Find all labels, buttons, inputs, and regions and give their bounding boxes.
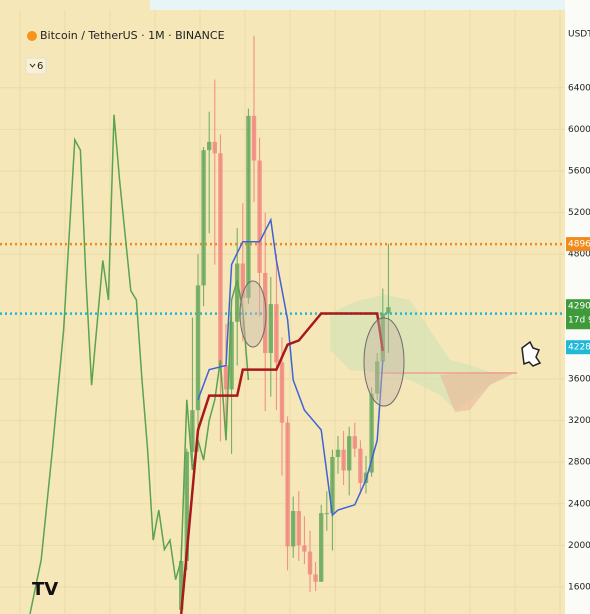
candle-body [291, 511, 296, 547]
candle-body [358, 448, 363, 483]
y-tick-label: 32000 [568, 416, 590, 426]
candle-body [190, 410, 195, 452]
candle-body [279, 362, 285, 423]
currency-label: USDT [568, 30, 590, 40]
candle-body [341, 449, 346, 471]
candle-body [184, 451, 189, 561]
y-tick-label: 20000 [568, 541, 590, 551]
cursor-icon [521, 340, 542, 367]
candle-body [246, 115, 251, 298]
candle-body [313, 574, 318, 582]
candle-body [251, 115, 257, 161]
candle-body [324, 513, 329, 515]
candle-body [263, 272, 268, 353]
y-tick-label: 60000 [568, 125, 590, 135]
price-tag [566, 237, 590, 252]
candle-body [285, 422, 290, 547]
candle-body [235, 263, 240, 322]
candle-body [302, 545, 307, 552]
candle-body [195, 285, 201, 411]
candle-body [268, 304, 273, 353]
annotation-circle [363, 317, 405, 407]
price-tag-label: 42283 [568, 343, 590, 353]
chevron [29, 63, 36, 68]
price-tag [566, 340, 590, 355]
candle-body [347, 436, 352, 471]
candle-body [307, 551, 313, 575]
ichimoku-cloud-bear [440, 372, 517, 412]
indicator-line [197, 217, 384, 517]
candle-body [319, 513, 324, 582]
candle-body [201, 150, 206, 286]
indicator-count: 6 [37, 61, 43, 72]
candle-body [330, 456, 335, 514]
candle-body [352, 436, 357, 449]
candle-body [375, 361, 380, 394]
y-tick-label: 56000 [568, 166, 590, 176]
candle-body [218, 153, 223, 366]
y-tick-label: 28000 [568, 458, 590, 468]
candle-body [179, 560, 184, 610]
y-tick-label: 52000 [568, 208, 590, 218]
candle-body [386, 307, 391, 314]
candle-body [212, 141, 217, 154]
symbol-icon [27, 31, 37, 41]
y-tick-label: 36000 [568, 374, 590, 384]
candle-body [274, 304, 279, 363]
countdown-label: 17d 9 [568, 316, 590, 326]
y-tick-label: 48000 [568, 250, 590, 260]
chart-title: Bitcoin / TetherUS · 1M · BINANCE [40, 29, 225, 42]
candle-body [240, 263, 245, 298]
last-price-tag [566, 299, 590, 330]
last-price-label: 42900 [568, 302, 590, 312]
y-tick-label: 24000 [568, 499, 590, 509]
candle-body [207, 141, 212, 151]
candle-body [369, 393, 374, 473]
indicator-line [179, 312, 385, 614]
y-tick-label: 16000 [568, 582, 590, 592]
candle-body [335, 449, 341, 457]
candle-body [380, 313, 385, 362]
candle-body [257, 160, 262, 273]
price-tag-label: 48969 [568, 240, 590, 250]
annotation-circle [239, 280, 267, 348]
candle-body [223, 365, 229, 390]
marks [0, 35, 565, 614]
indicator-toggle[interactable] [25, 57, 47, 75]
candle-body [296, 511, 301, 546]
top-strip [150, 0, 565, 10]
indicator-line [29, 114, 250, 614]
y-tick-label: 64000 [568, 83, 590, 93]
candle-body [229, 321, 234, 390]
logo: TV [32, 579, 58, 600]
